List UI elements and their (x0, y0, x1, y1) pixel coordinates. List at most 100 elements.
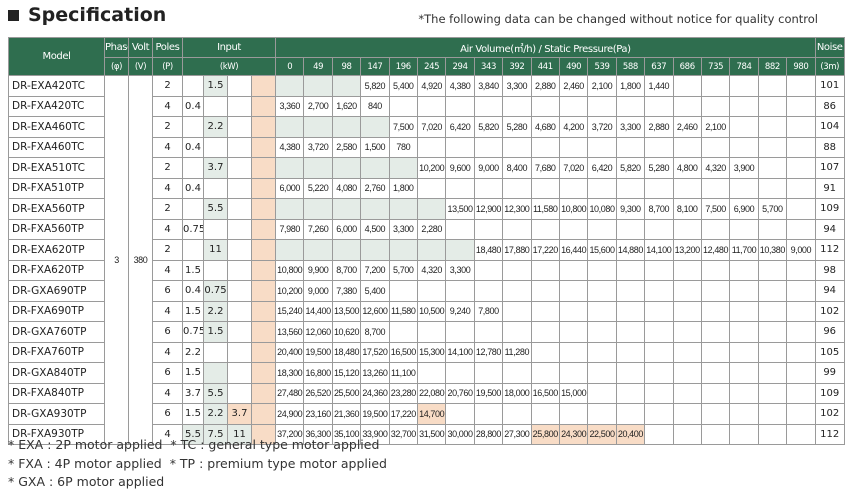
air-volume-cell (473, 321, 504, 343)
air-volume-cell: 4,920 (416, 75, 447, 97)
model-cell: DR-FXA620TP (8, 259, 105, 281)
input-unit: (kW) (181, 57, 277, 76)
air-volume-cell (644, 218, 674, 240)
air-volume-cell (644, 177, 674, 199)
air-volume-cell (729, 116, 759, 138)
air-volume-cell: 1,800 (388, 177, 418, 199)
air-volume-cell (331, 75, 362, 97)
air-volume-cell: 25,800 (530, 423, 560, 445)
air-volume-cell: 12,900 (473, 198, 504, 220)
input-kw-cell: 11 (227, 423, 252, 445)
air-volume-cell: 5,220 (303, 177, 333, 199)
air-volume-cell: 10,800 (558, 198, 589, 220)
air-volume-cell (587, 341, 617, 363)
poles-cell: 4 (152, 259, 183, 281)
air-volume-cell (388, 198, 418, 220)
input-kw-cell (182, 75, 204, 97)
input-kw-cell (250, 157, 277, 179)
air-volume-cell (331, 157, 362, 179)
air-volume-cell (502, 321, 532, 343)
air-volume-cell: 3,300 (445, 259, 475, 281)
noise-cell: 101 (814, 75, 845, 97)
input-kw-cell (203, 136, 228, 158)
air-volume-cell: 7,500 (388, 116, 418, 138)
model-cell: DR-FXA560TP (8, 218, 105, 240)
air-volume-cell: 14,880 (615, 239, 646, 261)
air-volume-cell (445, 136, 475, 158)
air-volume-cell: 14,400 (303, 300, 333, 322)
air-volume-cell: 13,500 (331, 300, 362, 322)
air-volume-cell: 13,260 (360, 362, 390, 384)
model-cell: DR-FXA690TP (8, 300, 105, 322)
air-volume-cell (416, 321, 447, 343)
poles-cell: 2 (152, 198, 183, 220)
air-volume-cell: 9,000 (303, 280, 333, 302)
air-volume-cell (700, 218, 731, 240)
pressure-header: 637 (644, 57, 674, 76)
air-volume-cell (672, 362, 702, 384)
air-volume-cell (445, 95, 475, 117)
input-kw-cell (250, 280, 277, 302)
noise-cell: 112 (814, 239, 845, 261)
table-row: DR-GXA760TP 6 0.75 1.5 13,560 12,060 10,620 8,7… (8, 321, 845, 343)
air-volume-cell: 13,500 (445, 198, 475, 220)
air-volume-cell: 10,200 (275, 280, 305, 302)
air-volume-cell (644, 382, 674, 404)
air-volume-cell (615, 218, 646, 240)
volt-unit: (V) (128, 57, 153, 76)
air-volume-cell (672, 382, 702, 404)
air-volume-cell (360, 116, 390, 138)
input-kw-cell (203, 218, 228, 240)
air-volume-cell: 23,160 (303, 403, 333, 425)
air-volume-cell: 20,760 (445, 382, 475, 404)
input-kw-cell (203, 95, 228, 117)
air-volume-cell (615, 177, 646, 199)
specification-table: Model Phase Volt Poles Input Air Volume(… (8, 37, 845, 445)
input-kw-cell (227, 218, 252, 240)
air-volume-cell (729, 136, 759, 158)
air-volume-cell: 16,440 (558, 239, 589, 261)
air-volume-cell (416, 177, 447, 199)
table-row: DR-GXA930TP 6 1.5 2.2 3.7 24,900 23,160 21,360 1… (8, 403, 845, 425)
model-cell: DR-EXA620TP (8, 239, 105, 261)
air-volume-cell: 7,500 (700, 198, 731, 220)
air-volume-cell (530, 95, 560, 117)
air-volume-cell: 20,400 (615, 423, 646, 445)
air-volume-cell (502, 136, 532, 158)
air-volume-cell (644, 423, 674, 445)
air-volume-cell: 7,020 (416, 116, 447, 138)
input-kw-cell: 0.4 (182, 95, 204, 117)
air-volume-cell (530, 136, 560, 158)
air-volume-cell (530, 218, 560, 240)
table-row: DR-EXA510TC 2 3.7 10,200 9,600 9,000 8,400 7,68… (8, 157, 845, 179)
air-volume-cell (700, 280, 731, 302)
air-volume-cell (644, 362, 674, 384)
air-volume-cell (729, 382, 759, 404)
air-volume-cell (700, 321, 731, 343)
air-volume-cell: 10,380 (757, 239, 788, 261)
air-volume-cell (303, 75, 333, 97)
air-volume-cell: 32,700 (388, 423, 418, 445)
pressure-header: 539 (587, 57, 617, 76)
air-volume-cell (700, 75, 731, 97)
air-volume-cell: 10,800 (275, 259, 305, 281)
air-volume-cell: 12,600 (360, 300, 390, 322)
air-volume-cell: 2,880 (530, 75, 560, 97)
air-volume-cell: 26,520 (303, 382, 333, 404)
air-volume-cell (672, 300, 702, 322)
air-volume-cell: 11,700 (729, 239, 759, 261)
air-volume-cell (587, 403, 617, 425)
col-noise-header: Noise (814, 37, 845, 58)
air-volume-cell (757, 116, 788, 138)
input-kw-cell (250, 177, 277, 199)
air-volume-cell: 9,300 (615, 198, 646, 220)
air-volume-cell (388, 95, 418, 117)
air-volume-cell: 8,700 (644, 198, 674, 220)
col-air-volume-header: Air Volume(㎥/h) / Static Pressure(Pa) (275, 37, 816, 58)
air-volume-cell (473, 177, 504, 199)
input-kw-cell (182, 239, 204, 261)
col-input-header: Input (181, 37, 277, 58)
air-volume-cell (786, 218, 816, 240)
air-volume-cell (445, 321, 475, 343)
air-volume-cell (786, 403, 816, 425)
